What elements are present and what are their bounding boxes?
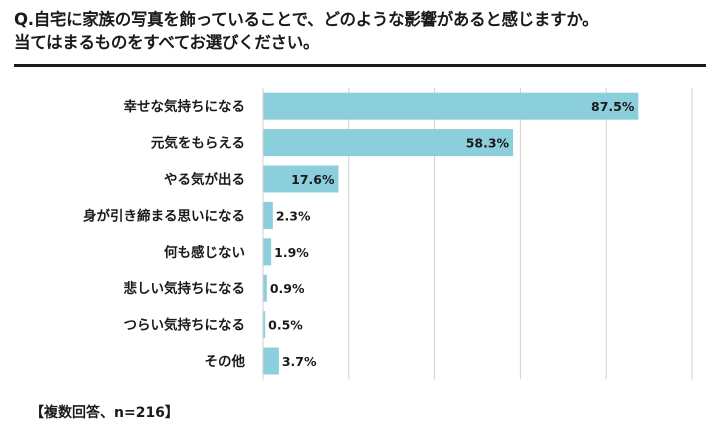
data-label: 1.9% (274, 245, 309, 260)
bar (263, 201, 273, 229)
category-label: 幸せな気持ちになる (124, 98, 246, 115)
category-label: その他 (205, 353, 246, 370)
data-label: 2.3% (276, 208, 311, 223)
question-title-line-2: 当てはまるものをすべてお選びください。 (14, 33, 320, 52)
bar (263, 129, 514, 157)
category-label: 元気をもらえる (151, 135, 245, 152)
bar (263, 274, 267, 302)
data-label: 3.7% (282, 354, 317, 369)
category-label: 何も感じない (164, 244, 245, 261)
data-label: 87.5% (591, 99, 635, 114)
data-label: 58.3% (466, 136, 510, 151)
bar (263, 92, 639, 120)
bar (263, 311, 266, 339)
title-divider (14, 64, 706, 67)
bar (263, 165, 339, 193)
sample-note: 【複数回答、n=216】 (30, 405, 179, 421)
category-label: 悲しい気持ちになる (124, 280, 246, 297)
category-label: 身が引き締まる思いになる (83, 207, 245, 224)
category-label: やる気が出る (164, 171, 245, 188)
data-label: 0.9% (270, 281, 305, 296)
category-label: つらい気持ちになる (124, 317, 246, 334)
data-label: 0.5% (268, 318, 303, 333)
question-title-line-1: Q.自宅に家族の写真を飾っていることで、どのような影響があると感じますか。 (14, 10, 599, 29)
bar (263, 238, 272, 266)
bar (263, 347, 279, 375)
question-title: Q.自宅に家族の写真を飾っていることで、どのような影響があると感じますか。 当て… (14, 8, 714, 54)
data-label: 17.6% (291, 172, 335, 187)
